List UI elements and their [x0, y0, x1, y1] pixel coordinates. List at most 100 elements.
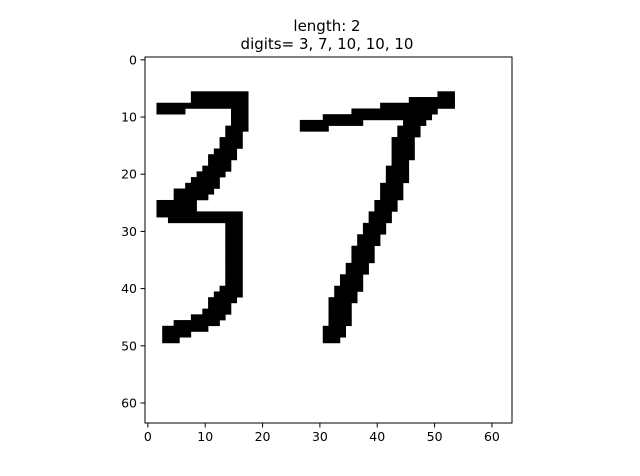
ink-pixel-run	[351, 257, 375, 264]
ink-pixel-run	[225, 280, 243, 287]
ink-pixel-run	[162, 325, 209, 332]
ink-pixel-run	[374, 205, 398, 212]
ink-pixel-run	[380, 188, 404, 195]
x-tick-label: 20	[255, 429, 271, 444]
ink-pixel-run	[225, 251, 243, 258]
ink-pixel-run	[391, 142, 415, 149]
plot-area: 0 10 20 30 40 50 60 0 10 20 30 40 50 60	[121, 52, 513, 444]
ink-pixel-run	[173, 194, 209, 201]
ink-pixel-run	[322, 337, 341, 344]
ink-pixel-run	[322, 331, 347, 338]
chart-title-line-2: digits= 3, 7, 10, 10, 10	[241, 35, 414, 53]
y-tick-label: 60	[121, 395, 137, 410]
ink-pixel-run	[202, 308, 232, 315]
ink-pixel-run	[391, 154, 415, 161]
ink-pixel-run	[322, 325, 347, 332]
ink-pixel-run	[385, 165, 410, 172]
x-tick-label: 30	[312, 429, 328, 444]
ink-pixel-run	[208, 154, 238, 161]
ink-pixel-run	[322, 114, 433, 121]
y-tick-label: 30	[121, 224, 137, 239]
ink-pixel-run	[299, 125, 329, 132]
ink-pixel-run	[351, 108, 438, 115]
ink-pixel-run	[385, 171, 410, 178]
ink-pixel-run	[403, 119, 427, 126]
chart-title-line-1: length: 2	[293, 17, 360, 35]
ink-pixel-run	[299, 119, 364, 126]
ink-pixel-run	[156, 102, 249, 109]
ink-pixel-run	[231, 114, 249, 121]
x-tick-label: 40	[369, 429, 385, 444]
ink-pixel-run	[190, 314, 226, 321]
ink-pixel-run	[328, 308, 352, 315]
ink-pixel-run	[328, 320, 352, 327]
ink-pixel-run	[225, 234, 243, 241]
ink-pixel-run	[408, 97, 455, 104]
ink-pixel-run	[202, 165, 232, 172]
x-tick-label: 0	[144, 429, 152, 444]
ink-pixel-run	[391, 148, 415, 155]
ink-pixel-run	[397, 125, 421, 132]
x-tick-label: 60	[484, 429, 500, 444]
ink-pixel-run	[219, 285, 243, 292]
ink-pixel-run	[328, 297, 358, 304]
ink-pixel-run	[225, 222, 243, 229]
ink-pixel-run	[357, 240, 381, 247]
ink-pixel-run	[334, 291, 358, 298]
axes-frame	[144, 56, 513, 424]
ink-pixel-run	[362, 228, 387, 235]
y-tick-label: 20	[121, 167, 137, 182]
ink-pixel-run	[351, 245, 375, 252]
ink-pixel-run	[196, 171, 226, 178]
ink-pixel-run	[368, 217, 392, 224]
ink-pixel-run	[162, 337, 180, 344]
ink-pixel-run	[213, 148, 238, 155]
ink-pixel-run	[190, 177, 220, 184]
ink-pixel-run	[334, 285, 364, 292]
ink-pixel-run	[339, 274, 364, 281]
ink-pixel-run	[362, 222, 387, 229]
ink-pixel-run	[391, 159, 410, 166]
ink-pixel-run	[219, 142, 243, 149]
ink-pixel-run	[225, 131, 243, 138]
ink-pixel-run	[225, 268, 243, 275]
x-tick-label: 10	[197, 429, 213, 444]
ink-pixel-run	[208, 297, 238, 304]
ink-pixel-run	[219, 137, 243, 144]
ink-pixel-run	[225, 125, 249, 132]
ink-pixel-run	[397, 131, 421, 138]
ink-pixel-run	[167, 217, 243, 224]
ink-pixel-run	[328, 302, 352, 309]
ink-pixel-run	[380, 102, 455, 109]
ink-pixel-run	[391, 137, 415, 144]
ink-pixel-run	[225, 257, 243, 264]
ink-pixel-run	[225, 228, 243, 235]
ink-pixel-run	[374, 199, 398, 206]
ink-pixel-run	[357, 234, 381, 241]
ink-pixel-run	[231, 119, 249, 126]
y-axis-ticks: 0 10 20 30 40 50 60	[121, 52, 145, 410]
x-axis-ticks: 0 10 20 30 40 50 60	[144, 423, 500, 444]
ink-pixel-run	[328, 314, 352, 321]
ink-pixel-run	[162, 331, 192, 338]
ink-pixel-run	[385, 177, 410, 184]
x-tick-label: 50	[427, 429, 443, 444]
ink-pixel-run	[190, 97, 249, 104]
ink-pixel-run	[225, 240, 243, 247]
ink-pixel-run	[225, 274, 243, 281]
ink-pixel-run	[173, 320, 220, 327]
axes-background	[145, 57, 512, 423]
y-tick-label: 40	[121, 281, 137, 296]
ink-pixel-run	[156, 199, 197, 206]
y-tick-label: 10	[121, 110, 137, 125]
ink-pixel-run	[156, 211, 243, 218]
ink-pixel-run	[368, 211, 392, 218]
ink-pixel-run	[156, 205, 197, 212]
ink-pixel-run	[437, 91, 455, 98]
ink-pixel-run	[208, 302, 232, 309]
ink-pixel-run	[339, 280, 364, 287]
ink-pixel-run	[225, 262, 243, 269]
ink-pixel-run	[345, 262, 369, 269]
ink-pixel-run	[225, 245, 243, 252]
